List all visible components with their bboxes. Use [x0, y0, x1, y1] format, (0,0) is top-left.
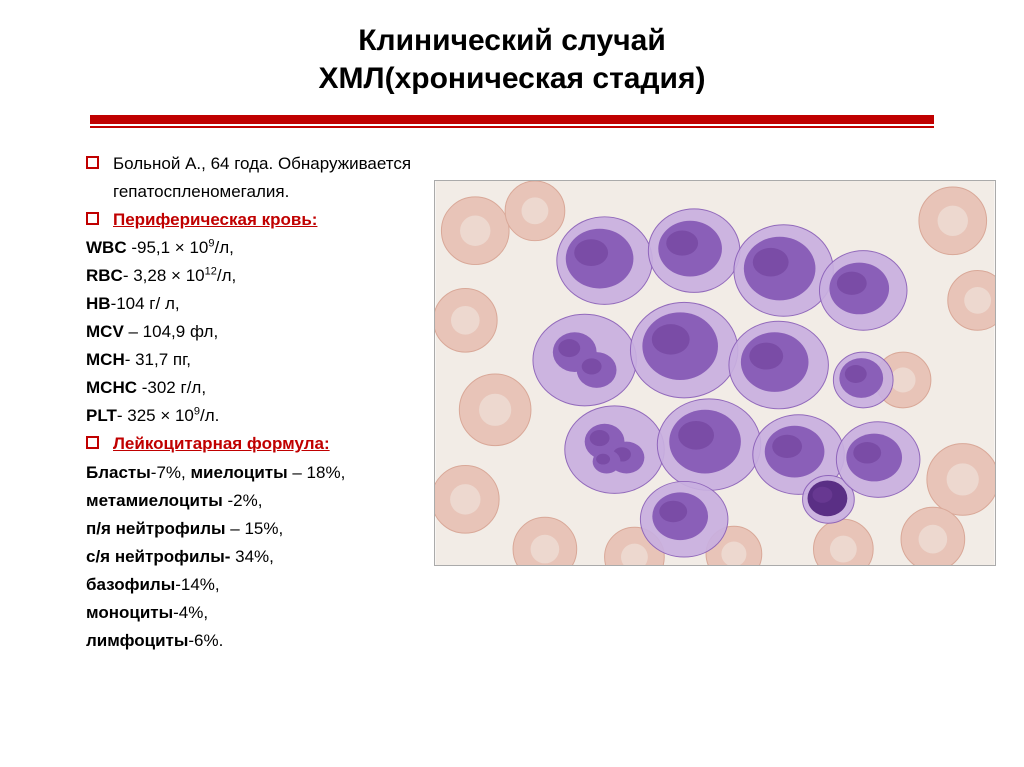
slide-title: Клинический случай ХМЛ(хроническая стади…: [0, 0, 1024, 105]
title-line-1: Клинический случай: [0, 22, 1024, 60]
mono-label: моноциты: [86, 603, 173, 622]
row-rbc: RBC- 3,28 × 1012/л,: [86, 262, 486, 290]
blasts-value: -7%,: [151, 463, 191, 482]
mcv-label: MCV: [86, 322, 124, 341]
plt-label: PLT: [86, 406, 117, 425]
title-rule: [90, 115, 934, 129]
row-baso: базофилы-14%,: [86, 571, 486, 599]
row-plt: PLT- 325 × 109/л.: [86, 402, 486, 430]
seg-label: с/я нейтрофилы-: [86, 547, 230, 566]
mono-value: -4%,: [173, 603, 208, 622]
patient-text: Больной А., 64 года. Обнаруживается гепа…: [113, 150, 486, 206]
plt-value: - 325 × 10: [117, 406, 194, 425]
rbc-label: RBC: [86, 266, 123, 285]
myelo-label: миелоциты: [190, 463, 287, 482]
row-hb: HB-104 г/ л,: [86, 290, 486, 318]
rbc-exp: 12: [205, 266, 217, 278]
metamyelo-value: -2%,: [223, 491, 263, 510]
mchc-label: MCHC: [86, 378, 137, 397]
row-wbc: WBC -95,1 × 109/л,: [86, 234, 486, 262]
title-line-2: ХМЛ(хроническая стадия): [0, 60, 1024, 98]
content-column: Больной А., 64 года. Обнаруживается гепа…: [86, 150, 486, 655]
blasts-label: Бласты: [86, 463, 151, 482]
bullet-square-icon: [86, 156, 99, 169]
rule-thin: [90, 126, 934, 128]
smear-svg: [435, 181, 995, 565]
wbc-label: WBC: [86, 238, 127, 257]
row-blasts-myelo: Бласты-7%, миелоциты – 18%,: [86, 459, 486, 487]
rbc-unit: /л,: [217, 266, 236, 285]
row-mcv: MCV – 104,9 фл,: [86, 318, 486, 346]
metamyelo-label: метамиелоциты: [86, 491, 223, 510]
blood-smear-figure: [434, 180, 996, 566]
baso-label: базофилы: [86, 575, 175, 594]
rule-thick: [90, 115, 934, 124]
row-band: п/я нейтрофилы – 15%,: [86, 515, 486, 543]
band-label: п/я нейтрофилы: [86, 519, 226, 538]
bullet-blood-header: Периферическая кровь:: [86, 206, 486, 234]
mcv-value: – 104,9 фл,: [124, 322, 218, 341]
hb-value: -104 г/ л,: [111, 294, 180, 313]
wbc-unit: /л,: [215, 238, 234, 257]
band-value: – 15%,: [226, 519, 284, 538]
lymph-value: -6%.: [188, 631, 223, 650]
bullet-square-icon: [86, 436, 99, 449]
row-mono: моноциты-4%,: [86, 599, 486, 627]
row-seg: с/я нейтрофилы- 34%,: [86, 543, 486, 571]
rbc-value: - 3,28 × 10: [123, 266, 205, 285]
mch-value: - 31,7 пг,: [125, 350, 191, 369]
lymph-label: лимфоциты: [86, 631, 188, 650]
bullet-square-icon: [86, 212, 99, 225]
formula-header: Лейкоцитарная формула:: [113, 430, 486, 458]
bullet-patient: Больной А., 64 года. Обнаруживается гепа…: [86, 150, 486, 206]
myelo-value: – 18%,: [288, 463, 346, 482]
row-lymph: лимфоциты-6%.: [86, 627, 486, 655]
row-mch: MCH- 31,7 пг,: [86, 346, 486, 374]
mchc-value: -302 г/л,: [137, 378, 206, 397]
row-mchc: MCHC -302 г/л,: [86, 374, 486, 402]
baso-value: -14%,: [175, 575, 219, 594]
mch-label: MCH: [86, 350, 125, 369]
plt-unit: /л.: [200, 406, 219, 425]
bullet-formula-header: Лейкоцитарная формула:: [86, 430, 486, 458]
row-metamyelo: метамиелоциты -2%,: [86, 487, 486, 515]
blood-header: Периферическая кровь:: [113, 206, 486, 234]
wbc-value: -95,1 × 10: [127, 238, 209, 257]
seg-value: 34%,: [230, 547, 273, 566]
hb-label: HB: [86, 294, 111, 313]
